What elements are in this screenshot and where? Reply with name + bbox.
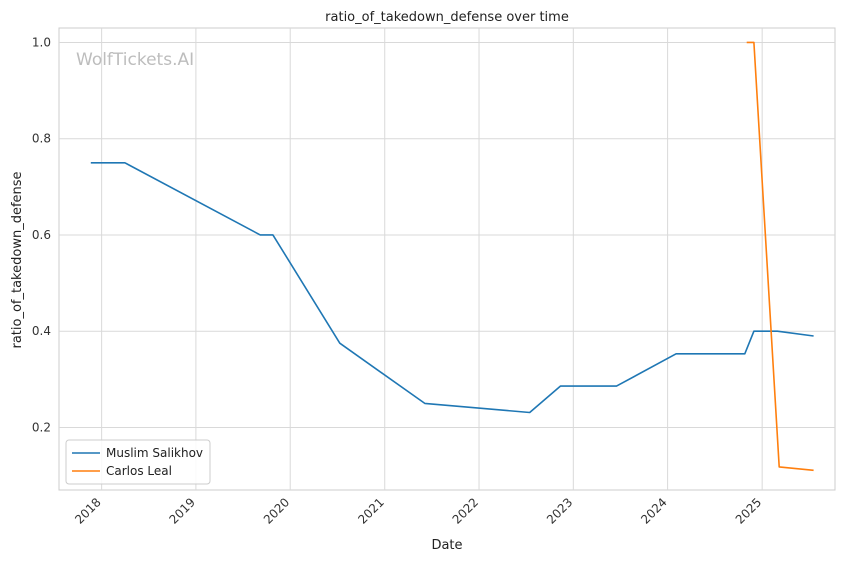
chart-title: ratio_of_takedown_defense over time bbox=[325, 10, 569, 25]
x-tick-label: 2023 bbox=[544, 495, 575, 526]
legend-label-muslim-salikhov: Muslim Salikhov bbox=[106, 446, 203, 460]
y-tick-label: 0.8 bbox=[32, 132, 51, 146]
x-tick-label: 2021 bbox=[355, 495, 386, 526]
y-tick-label: 1.0 bbox=[32, 35, 51, 49]
y-tick-label: 0.2 bbox=[32, 420, 51, 434]
series-line-muslim-salikhov bbox=[90, 162, 814, 414]
x-tick-label: 2018 bbox=[72, 495, 103, 526]
x-tick-label: 2024 bbox=[638, 495, 669, 526]
series-line-carlos-leal bbox=[746, 41, 814, 472]
legend: Muslim Salikhov Carlos Leal bbox=[65, 439, 211, 485]
x-tick-label: 2022 bbox=[450, 495, 481, 526]
x-tick-label: 2025 bbox=[733, 495, 764, 526]
plot-area bbox=[58, 27, 836, 491]
x-tick-label: 2019 bbox=[167, 495, 198, 526]
y-tick-label: 0.6 bbox=[32, 228, 51, 242]
grid bbox=[59, 28, 835, 490]
x-axis-label: Date bbox=[431, 538, 462, 553]
watermark: WolfTickets.AI bbox=[76, 50, 194, 70]
legend-box bbox=[65, 439, 211, 485]
y-tick-label: 0.4 bbox=[32, 324, 51, 338]
legend-label-carlos-leal: Carlos Leal bbox=[106, 464, 172, 478]
y-axis-label: ratio_of_takedown_defense bbox=[10, 171, 25, 348]
x-tick-label: 2020 bbox=[261, 495, 292, 526]
series-layer bbox=[90, 41, 814, 472]
